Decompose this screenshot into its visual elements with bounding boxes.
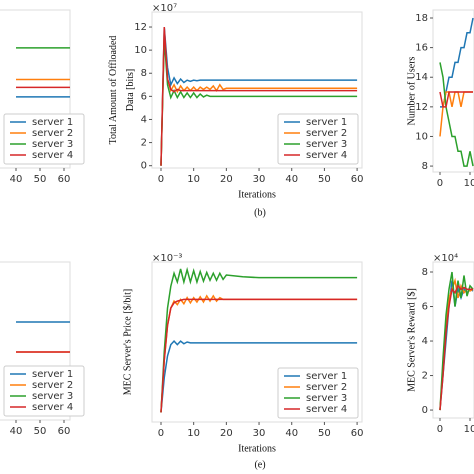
x-tick-label: 0 bbox=[437, 178, 443, 189]
series-line bbox=[160, 340, 358, 413]
series-line bbox=[439, 271, 474, 411]
y-tick-label: 12 bbox=[134, 22, 147, 33]
y-tick-label: 14 bbox=[415, 72, 428, 83]
lines bbox=[439, 17, 474, 167]
series-line bbox=[160, 32, 358, 166]
x-tick-label: 30 bbox=[253, 428, 266, 439]
legend-label: server 2 bbox=[32, 128, 73, 139]
y-axis-label: Total Amount of Offloaded bbox=[108, 36, 119, 145]
y-tick-label: 16 bbox=[415, 43, 428, 54]
legend-label: server 3 bbox=[306, 393, 347, 404]
y-axis-label: MEC Server's Price [$/bit] bbox=[122, 289, 133, 396]
legend-label: server 2 bbox=[306, 382, 347, 393]
x-tick-label: 60 bbox=[351, 428, 364, 439]
x-tick-label: 20 bbox=[220, 174, 233, 185]
legend-label: server 4 bbox=[32, 150, 73, 161]
y-tick-label: 6 bbox=[422, 302, 428, 313]
x-tick-label: 0 bbox=[158, 174, 164, 185]
plot-frame bbox=[0, 261, 71, 421]
series-line bbox=[160, 298, 358, 413]
y-tick-label: 8 bbox=[141, 68, 147, 79]
legend-label: server 1 bbox=[306, 117, 347, 128]
y-tick-label: 12 bbox=[415, 102, 428, 113]
plot-frame bbox=[432, 261, 474, 419]
x-tick-label: 60 bbox=[58, 174, 71, 185]
lines bbox=[16, 47, 70, 98]
x-tick-label: 10 bbox=[464, 424, 474, 435]
series-line bbox=[439, 62, 474, 167]
x-tick-label: 50 bbox=[318, 428, 331, 439]
y-tick-label: 2 bbox=[422, 371, 428, 382]
axis-offset: ×10⁻³ bbox=[152, 253, 182, 264]
x-tick-label: 50 bbox=[34, 426, 47, 437]
lines bbox=[439, 271, 474, 411]
y-tick-label: 10 bbox=[134, 45, 147, 56]
legend-label: server 1 bbox=[306, 371, 347, 382]
axis-offset: ×10⁷ bbox=[152, 3, 177, 14]
series-line bbox=[439, 91, 474, 108]
x-tick-label: 0 bbox=[437, 424, 443, 435]
x-tick-label: 60 bbox=[58, 426, 71, 437]
legend-label: server 1 bbox=[32, 369, 73, 380]
x-tick-label: 0 bbox=[158, 428, 164, 439]
y-tick-label: 4 bbox=[422, 336, 428, 347]
plot-frame bbox=[0, 9, 71, 169]
legend-box bbox=[277, 113, 359, 165]
x-axis-label: Iterations bbox=[238, 443, 276, 454]
legend-label: server 1 bbox=[32, 117, 73, 128]
x-tick-label: 10 bbox=[464, 178, 474, 189]
legend-box bbox=[3, 365, 85, 417]
y-tick-label: 2 bbox=[141, 138, 147, 149]
y-tick-label: 8 bbox=[422, 161, 428, 172]
lines bbox=[160, 266, 358, 413]
x-tick-label: 40 bbox=[10, 426, 23, 437]
x-tick-label: 30 bbox=[253, 174, 266, 185]
plot-frame bbox=[151, 11, 363, 169]
series-line bbox=[160, 26, 358, 166]
y-tick-label: 10 bbox=[415, 131, 428, 142]
lines bbox=[16, 321, 70, 371]
caption: (b) bbox=[254, 207, 266, 218]
x-axis-label: Iterations bbox=[238, 189, 276, 200]
caption: (e) bbox=[254, 459, 265, 470]
lines bbox=[160, 26, 358, 166]
legend-label: server 3 bbox=[32, 139, 73, 150]
y-tick-label: 18 bbox=[415, 13, 428, 24]
x-tick-label: 60 bbox=[351, 174, 364, 185]
plot-frame bbox=[432, 9, 474, 173]
x-tick-label: 20 bbox=[220, 428, 233, 439]
y-axis-label: MEC Server's Reward [$] bbox=[406, 288, 417, 392]
legend-box bbox=[3, 113, 85, 165]
legend-box bbox=[277, 367, 359, 419]
series-line bbox=[160, 26, 358, 166]
y-tick-label: 4 bbox=[141, 114, 147, 125]
x-tick-label: 50 bbox=[318, 174, 331, 185]
x-tick-label: 10 bbox=[187, 174, 200, 185]
y-tick-label: 0 bbox=[422, 405, 428, 416]
x-tick-label: 40 bbox=[285, 428, 298, 439]
x-tick-label: 50 bbox=[34, 174, 47, 185]
plot-frame bbox=[151, 261, 363, 423]
legend-label: server 2 bbox=[306, 128, 347, 139]
y-tick-label: 6 bbox=[141, 91, 147, 102]
series-line bbox=[439, 284, 474, 411]
legend-label: server 4 bbox=[32, 402, 73, 413]
legend-label: server 4 bbox=[306, 404, 347, 415]
y-axis-label: Number of Users bbox=[406, 56, 417, 125]
y-tick-label: 8 bbox=[422, 267, 428, 278]
x-tick-label: 40 bbox=[285, 174, 298, 185]
x-tick-label: 10 bbox=[187, 428, 200, 439]
axis-offset: ×10⁴ bbox=[433, 253, 458, 264]
x-tick-label: 40 bbox=[10, 174, 23, 185]
legend-label: server 3 bbox=[306, 139, 347, 150]
series-line bbox=[160, 266, 358, 413]
legend-label: server 3 bbox=[32, 391, 73, 402]
legend-label: server 2 bbox=[32, 380, 73, 391]
y-tick-label: 0 bbox=[141, 161, 147, 172]
y-axis-label: Data [bits] bbox=[125, 69, 136, 112]
legend-label: server 4 bbox=[306, 150, 347, 161]
